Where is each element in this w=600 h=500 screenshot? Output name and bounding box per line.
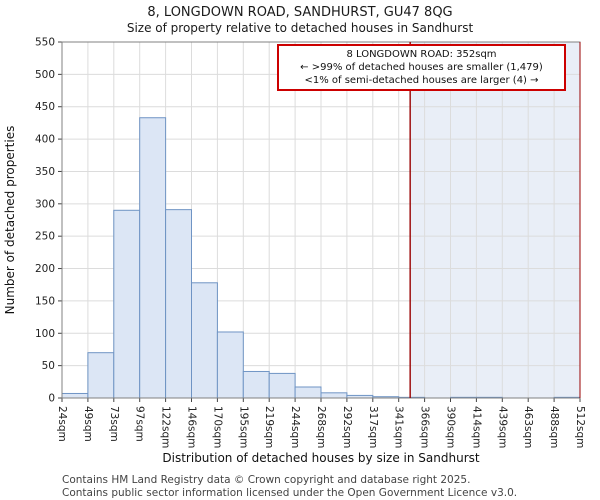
chart-area: 0 50 100 150 200 250 300 350 400 450 500 550 24sqm 49… <box>0 36 600 472</box>
x-tick-label: 122sqm <box>160 406 172 448</box>
annotation-smaller-stat: ← >99% of detached houses are smaller (1… <box>300 62 543 73</box>
page-title: 8, LONGDOWN ROAD, SANDHURST, GU47 8QG <box>147 5 453 20</box>
x-tick-label: 219sqm <box>263 406 275 448</box>
y-tick-label: 400 <box>35 134 55 146</box>
histogram-bar <box>165 209 193 399</box>
page-subtitle: Size of property relative to detached ho… <box>126 21 474 35</box>
histogram-bar <box>61 392 89 399</box>
annotation-box: 8 LONGDOWN ROAD: 352sqm ← >99% of detach… <box>277 44 566 91</box>
x-tick-label: 146sqm <box>186 406 198 448</box>
x-tick-label: 488sqm <box>548 406 560 448</box>
y-tick-label: 250 <box>35 231 55 243</box>
x-tick-label: 317sqm <box>367 406 379 448</box>
x-tick-label: 414sqm <box>470 406 482 448</box>
histogram-bar <box>139 117 167 399</box>
y-tick-label: 550 <box>35 37 55 49</box>
y-tick-label: 150 <box>35 295 55 307</box>
annotation-larger-stat: <1% of semi-detached houses are larger (… <box>304 75 539 86</box>
x-tick-label: 366sqm <box>419 406 431 448</box>
x-tick-label: 97sqm <box>134 406 146 442</box>
x-tick-label: 292sqm <box>341 406 353 448</box>
footer-attribution-line-2: Contains public sector information licen… <box>62 487 518 499</box>
histogram-bar <box>294 386 322 399</box>
y-tick-label: 450 <box>35 101 55 113</box>
footer: Contains HM Land Registry data © Crown c… <box>0 472 600 500</box>
x-tick-label: 24sqm <box>56 406 68 442</box>
x-tick-label: 73sqm <box>108 406 120 442</box>
y-tick-label: 500 <box>35 69 55 81</box>
footer-attribution-line-1: Contains HM Land Registry data © Crown c… <box>62 474 471 486</box>
x-tick-label: 463sqm <box>522 406 534 448</box>
histogram-chart: 0 50 100 150 200 250 300 350 400 450 500 550 24sqm 49… <box>3 37 586 466</box>
histogram-bar <box>268 372 296 399</box>
y-tick-label: 0 <box>48 393 55 405</box>
histogram-bar <box>320 392 348 399</box>
y-tick-label: 350 <box>35 166 55 178</box>
y-tick-label: 300 <box>35 198 55 210</box>
x-tick-label: 341sqm <box>393 406 405 448</box>
histogram-bar <box>242 370 270 399</box>
y-axis-label: Number of detached properties <box>3 126 17 315</box>
histogram-bar <box>216 331 244 399</box>
larger-than-marker-region <box>410 42 580 398</box>
x-tick-label: 49sqm <box>82 406 94 442</box>
x-tick-label: 390sqm <box>445 406 457 448</box>
y-tick-label: 100 <box>35 328 55 340</box>
y-tick-label: 50 <box>42 360 55 372</box>
histogram-bar <box>87 352 115 399</box>
y-tick-label: 200 <box>35 263 55 275</box>
x-tick-label: 170sqm <box>211 406 223 448</box>
x-tick-label: 512sqm <box>574 406 586 448</box>
histogram-bar <box>113 209 141 399</box>
x-tick-label: 439sqm <box>496 406 508 448</box>
x-tick-label: 195sqm <box>237 406 249 448</box>
x-tick-label: 268sqm <box>315 406 327 448</box>
x-tick-label: 244sqm <box>289 406 301 448</box>
annotation-property-size: 8 LONGDOWN ROAD: 352sqm <box>346 49 497 60</box>
histogram-bar <box>191 282 218 399</box>
x-axis-label: Distribution of detached houses by size … <box>162 451 479 465</box>
